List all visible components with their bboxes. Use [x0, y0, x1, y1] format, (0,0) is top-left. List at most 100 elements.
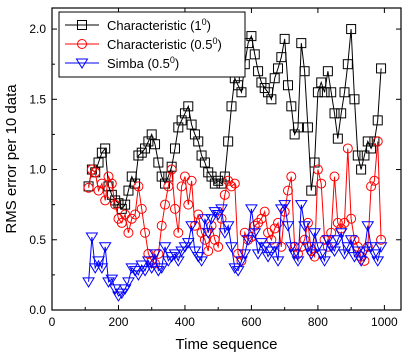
data-point-square: [306, 185, 317, 196]
data-point-circle: [266, 234, 277, 245]
legend: Characteristic (10)Characteristic (0.50)…: [58, 11, 246, 78]
data-point-circle: [226, 181, 237, 192]
data-point-square: [226, 101, 237, 112]
legend-label-superscript: 0: [212, 36, 217, 46]
data-point-circle: [299, 234, 310, 245]
data-point-square: [276, 52, 287, 63]
data-point-square: [133, 150, 144, 161]
data-point-square: [286, 101, 297, 112]
data-point-circle: [86, 164, 97, 175]
data-point-triangle: [141, 256, 155, 267]
data-point-triangle: [98, 242, 112, 253]
legend-label-text: Characteristic (0.5: [107, 37, 212, 52]
data-point-triangle: [278, 200, 292, 211]
data-point-circle: [140, 227, 151, 238]
data-point-triangle: [281, 221, 295, 232]
legend-label-superscript: 0: [170, 55, 175, 65]
data-point-circle: [176, 181, 187, 192]
y-tick-label: 1.5: [29, 92, 46, 106]
data-point-circle: [143, 248, 154, 259]
data-point-square: [376, 63, 387, 74]
data-point-triangle: [245, 204, 258, 215]
data-point-triangle: [238, 249, 252, 260]
x-tick-label: 0: [49, 315, 56, 329]
data-point-square: [359, 150, 370, 161]
data-point-square: [233, 80, 244, 91]
data-point-square: [322, 66, 333, 77]
data-point-triangle: [135, 260, 149, 272]
data-point-circle: [213, 241, 224, 252]
data-point-circle: [282, 185, 293, 196]
data-point-triangle: [331, 235, 345, 246]
data-point-square: [246, 31, 257, 42]
legend-label-suffix: ): [218, 37, 222, 52]
data-point-square: [352, 150, 363, 161]
data-point-triangle: [241, 235, 255, 246]
data-point-square: [183, 101, 194, 112]
data-point-square: [349, 94, 360, 105]
data-point-circle: [229, 178, 240, 189]
data-point-circle: [100, 195, 111, 206]
y-tick-label: 2.0: [29, 22, 46, 36]
data-point-circle: [223, 175, 234, 186]
data-point-square: [100, 143, 111, 154]
data-point-circle: [106, 178, 117, 189]
data-point-square: [179, 108, 190, 119]
data-point-circle: [173, 227, 184, 238]
data-point-triangle: [211, 209, 225, 221]
data-point-triangle: [171, 256, 185, 267]
x-axis-label: Time sequence: [176, 336, 278, 353]
data-point-triangle: [208, 207, 222, 218]
data-point-triangle: [235, 256, 248, 267]
data-point-square: [153, 157, 164, 168]
data-point-circle: [163, 181, 174, 192]
data-point-triangle: [118, 284, 132, 295]
x-tick-label: 1000: [371, 315, 398, 329]
data-point-triangle: [301, 242, 315, 253]
data-point-triangle: [132, 270, 145, 281]
data-point-triangle: [261, 252, 275, 263]
data-point-circle: [199, 234, 210, 245]
data-point-triangle: [311, 242, 325, 253]
data-point-triangle: [284, 242, 298, 253]
data-point-circle: [169, 203, 180, 214]
data-point-circle: [130, 209, 141, 220]
data-point-square: [93, 157, 104, 168]
series-2: [82, 200, 388, 302]
data-point-triangle: [374, 242, 388, 253]
data-point-triangle: [198, 214, 212, 225]
data-point-square: [249, 49, 260, 60]
data-point-circle: [183, 199, 194, 210]
data-point-circle: [219, 189, 230, 200]
data-point-circle: [316, 178, 327, 189]
data-point-square: [302, 122, 313, 133]
data-point-circle: [376, 234, 387, 245]
data-point-triangle: [318, 256, 331, 267]
data-point-circle: [116, 217, 127, 228]
data-point-square: [123, 185, 134, 196]
data-point-circle: [196, 227, 207, 238]
data-point-circle: [256, 213, 267, 224]
data-point-triangle: [338, 249, 351, 260]
data-point-square: [362, 136, 373, 147]
data-point-square: [369, 136, 380, 147]
data-point-square: [269, 73, 280, 84]
data-point-square: [186, 119, 197, 130]
data-point-triangle: [168, 249, 182, 260]
series-line: [88, 203, 382, 297]
data-point-square: [176, 115, 187, 126]
data-point-triangle: [125, 263, 139, 274]
data-point-circle: [133, 181, 144, 192]
data-point-circle: [286, 171, 297, 182]
data-point-triangle: [88, 263, 102, 274]
data-point-triangle: [288, 249, 302, 260]
data-point-circle: [233, 248, 244, 259]
data-point-square: [329, 108, 340, 119]
series-1: [83, 136, 387, 269]
legend-entry: Characteristic (0.50): [65, 36, 222, 52]
data-point-square: [366, 143, 377, 154]
data-point-square: [146, 129, 157, 140]
legend-label-suffix: ): [175, 56, 179, 71]
x-tick-label: 600: [241, 315, 261, 329]
data-point-circle: [209, 234, 220, 245]
